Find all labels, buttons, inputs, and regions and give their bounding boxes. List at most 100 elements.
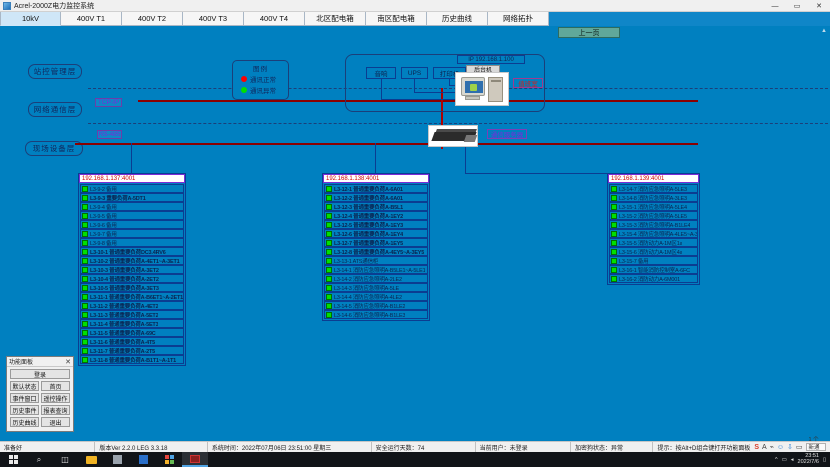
task-view-icon[interactable]: ◫	[61, 455, 69, 464]
device-list-row[interactable]: L3-14-4 消防应急照明A-4LE2	[324, 292, 428, 301]
device-list-row[interactable]: L3-15-4 消防应急照明A-4LE5~A-3LE5	[609, 229, 698, 238]
tab-strip: 10kV 400V T1 400V T2 400V T3 400V T4 北区配…	[0, 12, 830, 26]
event-window-button[interactable]: 事件窗口	[10, 393, 39, 403]
device-box-ups[interactable]: UPS	[401, 67, 428, 79]
device-list-row[interactable]: L3-12-6 普通重要负荷A-1EY4	[324, 229, 428, 238]
device-list-row[interactable]: L3-9-3 重要负荷A-5DT1	[80, 193, 184, 202]
report-query-button[interactable]: 报表查询	[41, 405, 70, 415]
device-list-row[interactable]: L3-9-5 备用	[80, 211, 184, 220]
device-list-row[interactable]: L3-10-2 普通重要负荷A-4ET1~A-3ET1	[80, 256, 184, 265]
exit-button[interactable]: 退出	[41, 417, 70, 427]
ime-mode-icon[interactable]: A	[762, 443, 767, 451]
tab-400v-t3[interactable]: 400V T3	[183, 12, 244, 26]
tab-south-cabinet[interactable]: 南区配电箱	[366, 12, 427, 26]
close-icon[interactable]: ✕	[816, 3, 822, 10]
device-list-row[interactable]: L3-12-3 普通重要负荷A-B5L1	[324, 202, 428, 211]
device-list-row[interactable]: L3-10-1 普通重要负荷DC3.4RV6	[80, 247, 184, 256]
device-box-audio[interactable]: 音响	[366, 67, 396, 79]
device-list-row[interactable]: L3-9-7 备用	[80, 229, 184, 238]
taskbar-clock[interactable]: 23:51 2022/7/6	[798, 453, 819, 466]
function-panel-close-icon[interactable]: ✕	[65, 358, 71, 366]
prev-page-button[interactable]: 上一页	[558, 27, 620, 38]
device-list-row[interactable]: L3-16-2 消防动力A-6M001	[609, 274, 698, 283]
status-led-icon	[82, 293, 88, 300]
device-list-row[interactable]: L3-9-2 备用	[80, 184, 184, 193]
device-list-row[interactable]: L3-12-1 普通重要负荷A-6A01	[324, 184, 428, 193]
mail-icon[interactable]	[104, 452, 130, 467]
ime-tools-icon[interactable]: ⌁	[769, 444, 774, 451]
device-list-row[interactable]: L3-12-4 普通重要负荷A-1EY2	[324, 211, 428, 220]
device-list-row[interactable]: L3-11-4 普通重要负荷A-5ET3	[80, 319, 184, 328]
device-list-row[interactable]: L3-9-8 备用	[80, 238, 184, 247]
device-list-row[interactable]: L3-9-6 备用	[80, 220, 184, 229]
search-icon[interactable]: ⌕	[36, 454, 42, 464]
device-list-row[interactable]: L3-12-8 普通重要负荷A-4EY5~A-3EY5	[324, 247, 428, 256]
minimize-icon[interactable]: —	[771, 2, 779, 10]
scroll-up-icon[interactable]: ▲	[821, 28, 827, 34]
default-state-button[interactable]: 默认状态	[10, 381, 39, 391]
device-list-row[interactable]: L3-9-4 备用	[80, 202, 184, 211]
notification-chip[interactable]: 1 个新通知	[805, 437, 826, 459]
device-list-row[interactable]: L3-15-7 备用	[609, 256, 698, 265]
tray-chevron-icon[interactable]: ^	[774, 456, 778, 463]
device-list-row[interactable]: L3-15-2 消防应急照明A-5LE5	[609, 211, 698, 220]
device-list-row[interactable]: L3-14-6 消防应急照明A-B1LE3	[324, 310, 428, 319]
file-explorer-icon[interactable]	[78, 452, 104, 467]
status-led-icon	[611, 257, 617, 264]
device-list-row[interactable]: L3-11-1 普通重要负荷A-B6ET1~A-2ET1	[80, 292, 184, 301]
device-list-row[interactable]: L3-14-5 消防应急照明A-B1LE2	[324, 301, 428, 310]
line-audio-drop	[381, 79, 382, 100]
tab-north-cabinet[interactable]: 北区配电箱	[305, 12, 366, 26]
tab-400v-t2[interactable]: 400V T2	[122, 12, 183, 26]
device-list-row[interactable]: L3-11-2 普通重要负荷A-4ET2	[80, 301, 184, 310]
tray-network-icon[interactable]: ▭	[781, 456, 787, 463]
device-list-row[interactable]: L3-11-3 普通重要负荷A-5ET2	[80, 310, 184, 319]
sogou-ime-icon[interactable]: S	[754, 443, 759, 451]
device-list-row[interactable]: L3-14-7 消防应急照明A-5LE3	[609, 184, 698, 193]
device-list-row[interactable]: L3-15-3 消防应急照明A-B1LE4	[609, 220, 698, 229]
device-list-left-header: 192.168.1.137:4001	[79, 174, 185, 183]
maximize-icon[interactable]: ▭	[793, 3, 801, 10]
keyboard-icon[interactable]: ▭	[795, 444, 803, 451]
download-icon[interactable]: ⇩	[787, 444, 793, 451]
tab-strip-filler	[549, 12, 830, 26]
device-list-row[interactable]: L3-10-3 普通重要负荷A-3ET2	[80, 265, 184, 274]
device-list-row[interactable]: L3-12-5 普通重要负荷A-1EY3	[324, 220, 428, 229]
history-events-button[interactable]: 历史事件	[10, 405, 39, 415]
device-list-row[interactable]: L3-14-2 消防应急照明A-2LE2	[324, 274, 428, 283]
remote-control-button[interactable]: 遥控操作	[41, 393, 70, 403]
tab-400v-t4[interactable]: 400V T4	[244, 12, 305, 26]
device-list-row[interactable]: L3-11-8 普通重要负荷A-B1T1~A-1T1	[80, 355, 184, 364]
tab-network-topology[interactable]: 网络拓扑	[488, 12, 549, 26]
device-list-row[interactable]: L3-16-1 智能消防控制室A-6FC	[609, 265, 698, 274]
history-curve-button[interactable]: 历史曲线	[10, 417, 39, 427]
device-list-row-label: L3-11-3 普通重要负荷A-5ET2	[90, 312, 159, 319]
device-list-row[interactable]: L3-15-5 消防动力A-1M区1a	[609, 238, 698, 247]
device-list-row[interactable]: L3-11-7 普通重要负荷A-2T5	[80, 346, 184, 355]
word-icon[interactable]	[130, 452, 156, 467]
home-button[interactable]: 首页	[41, 381, 70, 391]
emoji-icon[interactable]: ☺	[776, 443, 785, 451]
device-list-row[interactable]: L3-14-3 消防应急照明A-5LE	[324, 283, 428, 292]
device-list-row[interactable]: L3-15-6 消防动力A-1M区4a	[609, 247, 698, 256]
tab-400v-t1[interactable]: 400V T1	[61, 12, 122, 26]
store-icon[interactable]	[156, 452, 182, 467]
tab-history-curve[interactable]: 历史曲线	[427, 12, 488, 26]
start-icon[interactable]	[0, 452, 26, 467]
device-list-row[interactable]: L3-11-5 普通重要负荷A-69C	[80, 328, 184, 337]
tab-10kv[interactable]: 10kV	[0, 12, 61, 26]
tray-volume-icon[interactable]: ◂	[790, 456, 794, 463]
device-list-row[interactable]: L3-14-8 消防应急照明A-3LE3	[609, 193, 698, 202]
device-list-row[interactable]: L3-10-4 普通重要负荷A-2ET2	[80, 274, 184, 283]
device-list-row[interactable]: L3-12-2 普通重要负荷A-6A01	[324, 193, 428, 202]
acrel-app-icon[interactable]	[182, 452, 208, 467]
device-list-row[interactable]: L3-10-5 普通重要负荷A-3ET3	[80, 283, 184, 292]
device-list-row[interactable]: L3-13-1 ATS通信柜	[324, 256, 428, 265]
device-list-row[interactable]: L3-11-6 普通重要负荷A-4T5	[80, 337, 184, 346]
device-list-row[interactable]: L3-15-1 消防应急照明A-5LE4	[609, 202, 698, 211]
layer-label-field: 现场设备层	[25, 141, 83, 156]
device-list-row[interactable]: L3-12-7 普通重要负荷A-1EY5	[324, 238, 428, 247]
device-list-row[interactable]: L3-14-1 消防应急照明A-B5LE1~A-5LE1	[324, 265, 428, 274]
show-desktop-icon[interactable]: ▯	[822, 456, 826, 463]
login-button[interactable]: 登录	[10, 369, 70, 379]
